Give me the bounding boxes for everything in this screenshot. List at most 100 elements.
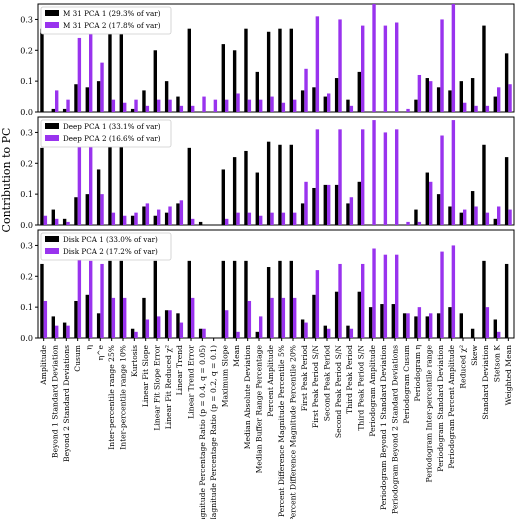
- bar-pca1: [176, 96, 180, 112]
- bar-pca2: [123, 297, 127, 338]
- bar-pca2: [89, 141, 93, 225]
- bar-pca1: [448, 307, 452, 338]
- y-tick-label: 0.2: [20, 46, 33, 55]
- bar-pca2: [213, 99, 218, 112]
- bar-pca1: [40, 28, 44, 112]
- y-tick-label: 0.1: [20, 77, 33, 86]
- x-tick-label: Periodogram Cusum: [402, 345, 411, 424]
- bar-pca1: [96, 81, 101, 112]
- x-tick-label: Maximum Slope: [221, 344, 230, 407]
- bar-pca1: [153, 260, 157, 338]
- bar-pca1: [142, 90, 146, 112]
- bar-pca2: [145, 105, 150, 112]
- bar-pca1: [436, 313, 441, 338]
- bar-pca1: [232, 157, 237, 225]
- bar-pca2: [66, 99, 70, 112]
- bar-pca1: [448, 90, 452, 112]
- bar-pca1: [482, 260, 486, 338]
- bar-pca2: [451, 245, 456, 338]
- bar-pca1: [221, 44, 225, 112]
- bar-pca2: [372, 120, 376, 225]
- bar-pca2: [225, 218, 229, 225]
- bar-pca2: [485, 212, 490, 225]
- bar-pca2: [247, 212, 252, 225]
- bar-pca2: [497, 206, 501, 225]
- bar-pca2: [43, 215, 48, 225]
- bar-pca2: [417, 74, 422, 112]
- bar-pca1: [187, 147, 191, 225]
- y-axis-label: Contribution to PC: [0, 128, 13, 233]
- bar-pca2: [508, 84, 512, 112]
- x-tick-label: Cusum: [73, 345, 82, 372]
- x-tick-label: Beyond 2 Standard Deviations: [62, 345, 71, 462]
- bar-pca1: [414, 99, 418, 112]
- bar-pca2: [89, 260, 93, 338]
- bar-pca2: [247, 99, 252, 112]
- bar-pca2: [77, 248, 82, 338]
- bar-pca1: [357, 291, 361, 338]
- bar-pca1: [142, 297, 146, 338]
- bar-pca2: [361, 129, 365, 225]
- bar-pca2: [191, 218, 195, 225]
- bar-pca2: [281, 212, 286, 225]
- bar-pca1: [470, 78, 475, 112]
- bar-pca1: [334, 184, 339, 225]
- bar-pca1: [244, 260, 248, 338]
- bar-pca2: [497, 331, 501, 338]
- x-tick-label: Second Peak Period: [323, 345, 332, 421]
- bar-pca2: [111, 297, 116, 338]
- bar-pca1: [425, 316, 429, 338]
- y-tick-label: 0.3: [20, 128, 33, 137]
- x-tick-label: Periodogram Standard Deviation: [436, 345, 445, 472]
- bar-pca2: [417, 307, 422, 338]
- bar-pca2: [77, 37, 82, 112]
- bar-pca2: [179, 105, 184, 112]
- bar-pca2: [429, 313, 433, 338]
- bar-pca2: [440, 135, 444, 225]
- bar-pca1: [130, 108, 135, 112]
- bar-pca1: [493, 218, 497, 225]
- panel-frame: [37, 116, 515, 226]
- bar-pca1: [448, 206, 452, 225]
- bar-pca1: [232, 260, 237, 338]
- bar-pca2: [485, 307, 490, 338]
- bar-pca2: [349, 197, 354, 225]
- x-tick-label: Periodogram Percent Amplitude: [447, 344, 456, 468]
- bar-pca1: [300, 319, 305, 338]
- x-tick-label: Stetson K: [493, 345, 502, 383]
- bar-pca2: [304, 68, 308, 112]
- bar-pca1: [266, 31, 271, 112]
- bar-pca2: [406, 313, 410, 338]
- bar-pca1: [108, 144, 112, 225]
- panel-frame: [37, 3, 515, 113]
- bar-pca1: [51, 209, 55, 225]
- bar-pca2: [236, 93, 240, 112]
- bar-pca1: [459, 313, 463, 338]
- y-tick-label: 0.3: [20, 15, 33, 24]
- bar-pca2: [191, 297, 195, 338]
- bar-pca1: [51, 108, 55, 112]
- legend: M 31 PCA 1 (29.3% of var) M 31 PCA 2 (17.…: [40, 6, 172, 35]
- x-tick-label: Magnitude Percentage Ratio (p = 0.4, q =…: [198, 345, 207, 519]
- x-tick-label: Inter-percentile range 25%: [107, 345, 116, 450]
- legend-box: [40, 6, 172, 35]
- bar-pca2: [440, 19, 444, 112]
- bar-pca1: [493, 319, 497, 338]
- x-tick-label: Magnitude Percentage Ratio (p = 0.2, q =…: [209, 345, 218, 519]
- bar-pca2: [100, 62, 104, 112]
- bar-pca1: [74, 84, 78, 112]
- bar-pca2: [270, 212, 274, 225]
- bar-pca1: [346, 99, 350, 112]
- bar-pca1: [130, 328, 135, 338]
- bar-pca1: [504, 53, 509, 112]
- legend: Deep PCA 1 (33.1% of var) Deep PCA 2 (16.…: [40, 119, 172, 148]
- x-tick-label: Skew: [470, 345, 479, 366]
- bar-pca2: [361, 263, 365, 338]
- legend-entry: Disk PCA 2 (17.2% of var): [63, 247, 158, 256]
- bar-pca1: [357, 181, 361, 225]
- bar-pca2: [281, 297, 286, 338]
- bar-pca1: [402, 313, 407, 338]
- bar-pca1: [368, 307, 373, 338]
- bar-pca2: [395, 22, 399, 113]
